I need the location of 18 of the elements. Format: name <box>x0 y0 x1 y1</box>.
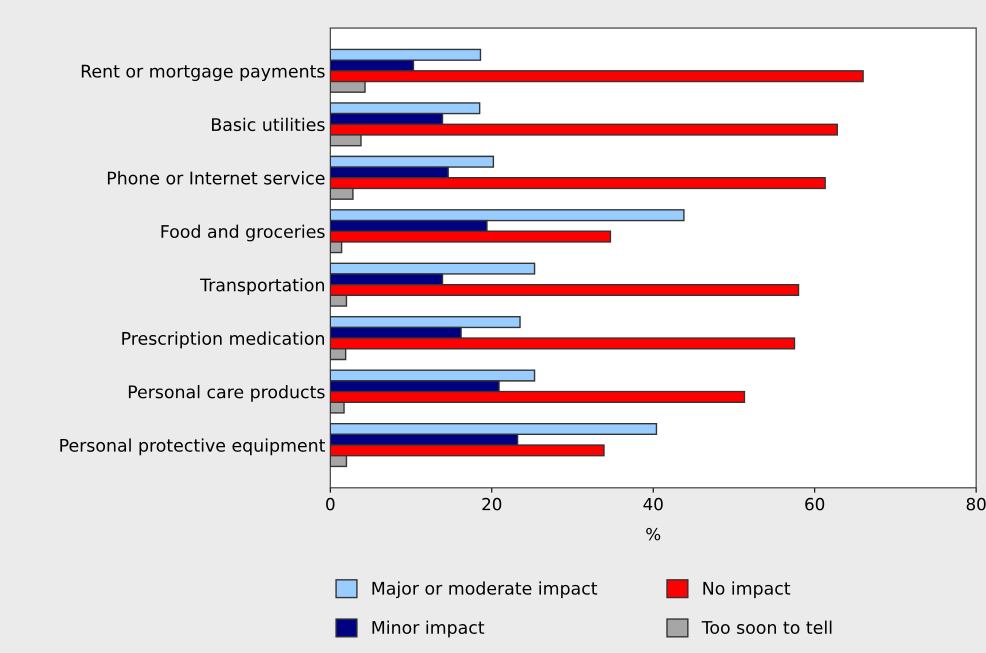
y-tick-label: Food and groceries <box>162 224 325 242</box>
y-tick-label: Personal care products <box>128 384 325 402</box>
y-tick-label: Personal protective equipment <box>60 438 326 456</box>
y-tick-label: Transportation <box>200 278 324 295</box>
y-tick-label: Rent or mortgage payments <box>82 64 325 82</box>
x-tick-label: 40 <box>643 498 663 510</box>
legend-label: No impact <box>703 581 790 598</box>
y-tick-label: Phone or Internet service <box>108 171 325 185</box>
x-tick-label: 60 <box>805 498 824 510</box>
y-tick-label: Basic utilities <box>212 118 325 132</box>
y-tick-label: Prescription medication <box>122 332 324 348</box>
legend-label: Major or moderate impact <box>372 581 598 598</box>
x-tick-label: 80 <box>966 498 986 510</box>
x-tick-label: 0 <box>326 498 335 510</box>
legend-label: Too soon to tell <box>702 620 832 634</box>
legend-label: Minor impact <box>372 620 484 638</box>
x-axis-title: % <box>646 528 660 540</box>
x-tick-label: 20 <box>482 498 502 510</box>
